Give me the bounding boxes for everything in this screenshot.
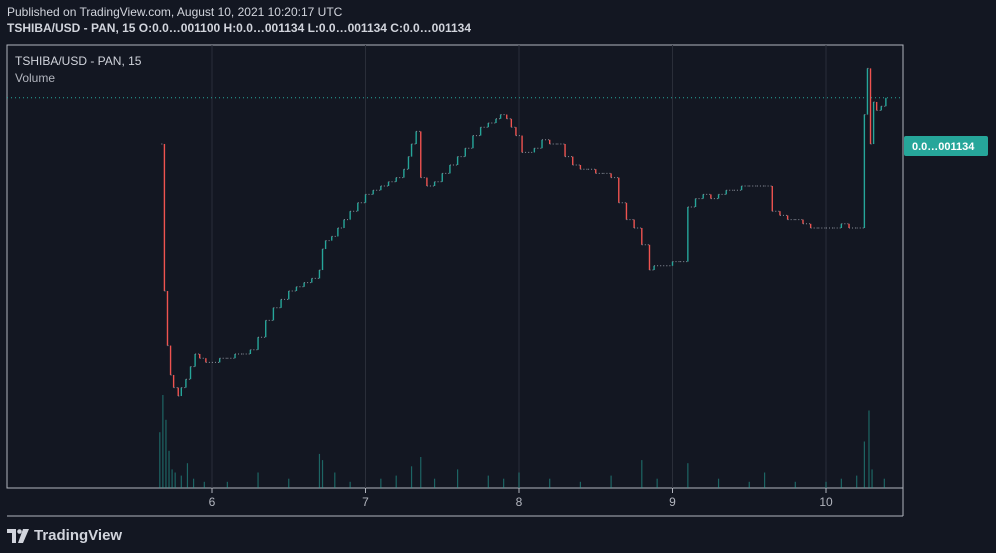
grid-lines [211,45,827,488]
volume-bar [180,475,182,488]
volume-bar [288,478,290,488]
volume-bar [687,463,689,488]
volume-bar [257,472,259,488]
volume-bar [334,472,336,488]
volume-bar [717,478,720,488]
x-tick-label-9: 9 [669,495,676,509]
volume-bar [503,478,505,488]
volume-bar [321,460,324,488]
volume-bar [656,478,658,488]
volume-bars [159,395,885,488]
last-price-tag [904,136,988,156]
plot-frame [6,44,904,489]
volume-bar [410,466,413,488]
volume-bar [186,463,189,488]
x-tick-label-7: 7 [362,495,369,509]
volume-bar [579,481,581,488]
ohlc-summary: TSHIBA/USD - PAN, 15 O:0.0…001100 H:0.0…… [7,21,472,35]
volume-bar [395,475,397,488]
volume-bar [349,481,351,488]
volume-bar [171,469,173,488]
volume-bar [868,410,870,488]
candles [161,67,887,397]
volume-bar [764,472,766,488]
volume-bar [856,475,858,488]
volume-bar [641,460,643,488]
volume-bar [871,469,873,488]
volume-bar [162,395,164,488]
volume-bar [883,478,885,488]
volume-bar [549,478,551,488]
volume-bar [457,469,459,488]
legend-symbol: TSHIBA/USD - PAN, 15 [15,54,142,68]
volume-bar [165,419,167,488]
brand-name: TradingView [34,527,123,544]
volume-bar [610,475,612,488]
volume-bar [318,453,321,488]
x-tick-label-6: 6 [209,495,216,509]
volume-bar [226,481,228,488]
volume-bar [794,481,796,488]
x-tick-label-8: 8 [516,495,523,509]
time-axis: 6 7 8 9 10 [209,488,833,509]
volume-bar [825,481,827,488]
x-tick-label-10: 10 [819,495,833,509]
volume-bar [840,478,842,488]
tradingview-logo-icon [7,528,29,543]
last-price-label: 0.0…001134 [912,141,975,153]
published-info: Published on TradingView.com, August 10,… [7,5,343,19]
volume-bar [863,441,865,488]
volume-bar [168,450,170,488]
volume-bar [748,481,750,488]
volume-bar [518,472,520,488]
volume-bar [487,475,489,488]
volume-bar [420,457,422,488]
volume-bar [174,472,176,488]
volume-bar [433,478,436,488]
volume-bar [203,481,205,488]
tradingview-logo[interactable]: TradingView [7,527,122,544]
volume-bar [159,432,161,488]
legend-volume: Volume [15,71,55,85]
volume-bar [192,478,195,488]
volume-bar [380,478,382,488]
